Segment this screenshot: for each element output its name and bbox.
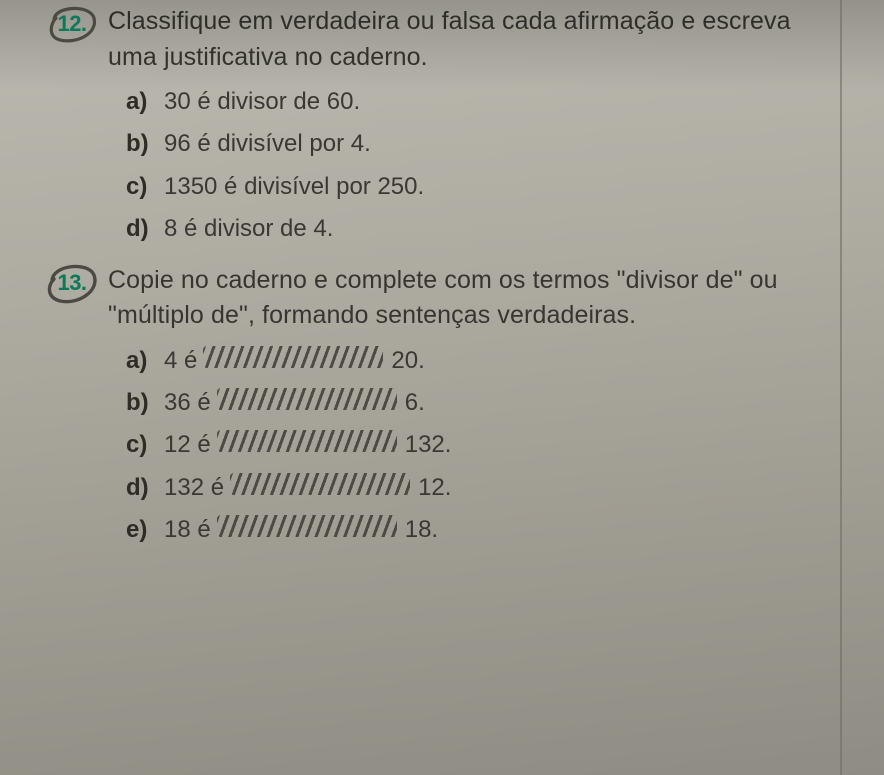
q12-item-c: c) 1350 é divisível por 250. (126, 166, 854, 208)
fill-in-blank-icon (217, 515, 397, 537)
item-label: d) (126, 210, 154, 248)
item-text: 18 é 18. (164, 511, 438, 549)
item-text: 30 é divisor de 60. (164, 83, 360, 121)
page-margin-line (840, 0, 842, 775)
fill-in-blank-icon (217, 388, 397, 410)
item-lhs: 12 é (164, 426, 211, 464)
q13-item-a: a) 4 é 20. (126, 340, 854, 382)
item-rhs: 6. (405, 384, 425, 422)
item-label: d) (126, 469, 154, 507)
fill-in-blank-icon (203, 346, 383, 368)
textbook-page: 12. Classifique em verdadeira ou falsa c… (0, 0, 884, 775)
item-rhs: 12. (418, 469, 451, 507)
question-13-items: a) 4 é 20. b) 36 é 6. c) 12 é (126, 340, 854, 552)
q13-item-d: d) 132 é 12. (126, 467, 854, 509)
question-13-number-badge: 13. (50, 263, 94, 303)
question-12-stem: Classifique em verdadeira ou falsa cada … (108, 4, 854, 75)
q13-item-e: e) 18 é 18. (126, 509, 854, 551)
item-text: 12 é 132. (164, 426, 451, 464)
question-12-items: a) 30 é divisor de 60. b) 96 é divisível… (126, 81, 854, 251)
item-rhs: 20. (391, 342, 424, 380)
question-13-header: 13. Copie no caderno e complete com os t… (50, 263, 854, 334)
question-12: 12. Classifique em verdadeira ou falsa c… (50, 4, 854, 251)
item-text: 36 é 6. (164, 384, 425, 422)
item-text: 4 é 20. (164, 342, 425, 380)
q12-item-a: a) 30 é divisor de 60. (126, 81, 854, 123)
item-lhs: 36 é (164, 384, 211, 422)
item-text: 132 é 12. (164, 469, 451, 507)
question-12-number-badge: 12. (50, 4, 94, 44)
item-text: 1350 é divisível por 250. (164, 168, 424, 206)
item-text: 96 é divisível por 4. (164, 125, 371, 163)
fill-in-blank-icon (217, 430, 397, 452)
item-label: c) (126, 426, 154, 464)
q13-item-c: c) 12 é 132. (126, 424, 854, 466)
item-label: e) (126, 511, 154, 549)
item-lhs: 18 é (164, 511, 211, 549)
question-13-stem: Copie no caderno e complete com os termo… (108, 263, 854, 334)
question-13-number: 13. (57, 270, 86, 296)
fill-in-blank-icon (230, 473, 410, 495)
question-13: 13. Copie no caderno e complete com os t… (50, 263, 854, 552)
question-12-number: 12. (57, 11, 86, 37)
item-rhs: 18. (405, 511, 438, 549)
item-lhs: 4 é (164, 342, 197, 380)
item-label: a) (126, 83, 154, 121)
q13-item-b: b) 36 é 6. (126, 382, 854, 424)
item-lhs: 132 é (164, 469, 224, 507)
item-label: a) (126, 342, 154, 380)
item-rhs: 132. (405, 426, 452, 464)
item-label: b) (126, 125, 154, 163)
item-label: c) (126, 168, 154, 206)
q12-item-b: b) 96 é divisível por 4. (126, 123, 854, 165)
item-label: b) (126, 384, 154, 422)
q12-item-d: d) 8 é divisor de 4. (126, 208, 854, 250)
item-text: 8 é divisor de 4. (164, 210, 333, 248)
question-12-header: 12. Classifique em verdadeira ou falsa c… (50, 4, 854, 75)
